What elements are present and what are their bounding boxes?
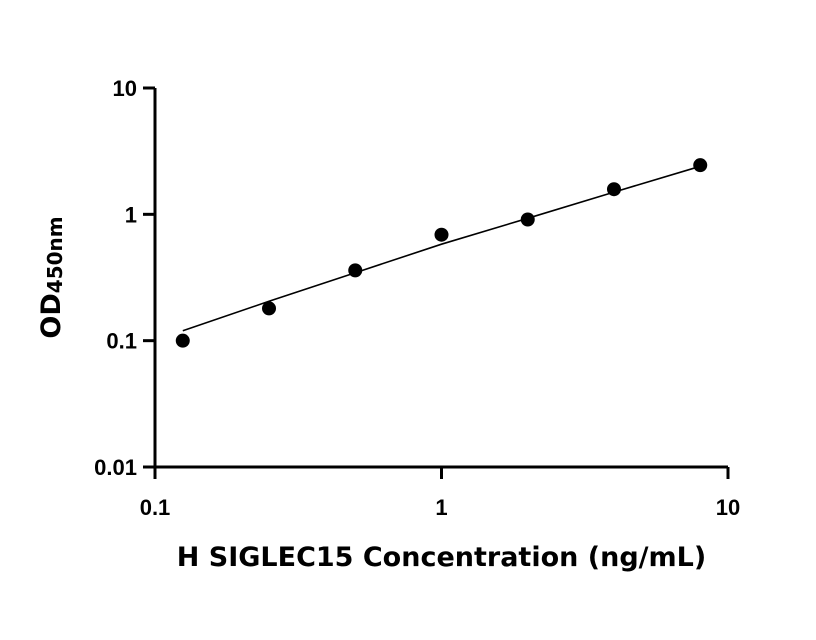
y-tick-label: 1 [125,202,137,227]
x-tick-label: 1 [435,495,447,520]
data-point [175,333,190,348]
x-axis-title: H SIGLEC15 Concentration (ng/mL) [177,542,706,573]
axes [153,88,728,469]
y-axis-title: OD450nm [36,216,67,338]
y-tick-label: 0.1 [106,329,137,354]
data-point [348,263,363,278]
y-axis-title-main: OD [36,293,67,338]
y-axis-title-subscript: 450nm [43,216,67,293]
y-tick-label: 10 [113,76,137,101]
x-tick-label: 0.1 [140,495,171,520]
y-ticks: 0.01 0.1 1 10 [94,76,155,480]
data-point [693,158,708,173]
x-ticks: 0.1 1 10 [140,467,740,520]
data-point [262,301,277,316]
data-point [434,227,449,242]
data-point [520,212,535,227]
data-points [175,158,708,348]
fit-curve-line [182,165,701,332]
data-point [606,182,621,197]
x-tick-label: 10 [716,495,740,520]
y-tick-label: 0.01 [94,455,137,480]
